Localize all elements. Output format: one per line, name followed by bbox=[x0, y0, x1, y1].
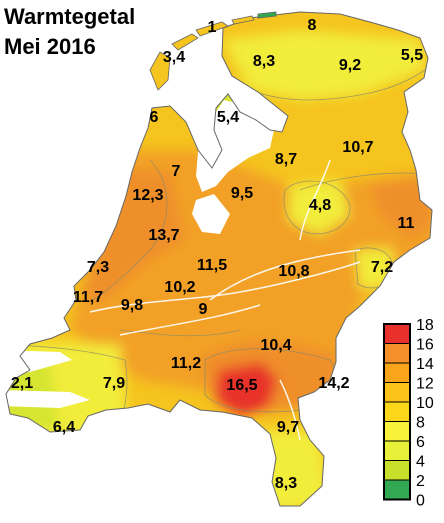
station-value-texel: 3,4 bbox=[163, 49, 185, 66]
legend-swatch bbox=[383, 323, 411, 344]
color-legend: 18 16 14 12 10 8 6 4 2 0 bbox=[383, 317, 434, 510]
station-value-friesland: 8,3 bbox=[253, 53, 275, 70]
station-value-eindhoven: 16,5 bbox=[226, 377, 257, 394]
map-title: Warmtegetal bbox=[4, 4, 136, 29]
station-value-groningen-north: 8 bbox=[308, 17, 317, 34]
legend-swatch bbox=[383, 343, 411, 364]
coastline bbox=[5, 11, 433, 507]
station-value-deelen: 10,8 bbox=[278, 263, 309, 280]
cool-zone-limburg bbox=[262, 430, 330, 506]
legend-swatch bbox=[383, 460, 411, 481]
legend-swatch bbox=[383, 382, 411, 403]
station-value-herwijnen: 9 bbox=[199, 301, 208, 318]
legend-swatch bbox=[383, 362, 411, 383]
station-value-hupsel: 7,2 bbox=[371, 259, 393, 276]
station-value-nieuw-beerta: 5,5 bbox=[401, 47, 423, 64]
station-value-groningen: 9,2 bbox=[339, 57, 361, 74]
station-value-heino: 4,8 bbox=[309, 197, 331, 214]
station-value-volkel: 10,4 bbox=[260, 337, 291, 354]
station-value-den-haag: 7,3 bbox=[87, 259, 109, 276]
cool-zone-north bbox=[222, 30, 425, 100]
station-value-westdorpe: 6,4 bbox=[53, 419, 75, 436]
legend-tick-label: 2 bbox=[416, 473, 425, 490]
markermeer bbox=[192, 194, 230, 234]
legend-tick-label: 14 bbox=[416, 356, 434, 373]
legend-tick-label: 4 bbox=[416, 454, 425, 471]
wadden-islands bbox=[149, 11, 277, 91]
warmer-zone-west bbox=[82, 170, 185, 300]
legend-tick-label: 8 bbox=[416, 415, 425, 432]
station-value-hoogeveen: 10,7 bbox=[342, 139, 373, 156]
ijsselmeer bbox=[196, 100, 274, 192]
station-value-ell: 9,7 bbox=[277, 419, 299, 436]
station-value-wieringerwerf: 5,4 bbox=[217, 109, 239, 126]
island-vlieland bbox=[171, 33, 199, 51]
legend-tick-label: 12 bbox=[416, 376, 434, 393]
legend-swatch bbox=[383, 440, 411, 461]
island-ameland bbox=[231, 15, 255, 25]
station-value-vlissingen: 2,1 bbox=[11, 375, 33, 392]
water-bodies bbox=[0, 100, 274, 408]
station-labels: 1 8 3,4 8,3 9,2 5,5 6 5,4 7 8,7 10,7 12,3 9,5 4,8 11 13… bbox=[11, 17, 423, 492]
legend-swatch bbox=[383, 401, 411, 422]
station-value-rotterdam: 9,8 bbox=[121, 297, 143, 314]
station-value-gilze-rijen: 11,2 bbox=[171, 355, 201, 372]
station-value-maastricht: 8,3 bbox=[275, 475, 297, 492]
island-terschelling bbox=[195, 21, 229, 37]
station-value-hoorn: 7 bbox=[172, 163, 181, 180]
legend-tick-label: 16 bbox=[416, 337, 434, 354]
legend-tick-label: 0 bbox=[416, 493, 425, 510]
station-value-de-bilt: 11,5 bbox=[197, 257, 227, 274]
rivers bbox=[89, 159, 361, 441]
legend-frame bbox=[383, 323, 411, 501]
legend-swatch bbox=[383, 479, 411, 500]
station-value-amsterdam: 12,3 bbox=[132, 187, 163, 204]
map-subtitle-period: Mei 2016 bbox=[4, 34, 96, 59]
legend-tick-label: 10 bbox=[416, 395, 434, 412]
station-value-rotterdam-west: 11,7 bbox=[73, 289, 103, 306]
island-texel bbox=[149, 51, 171, 91]
station-value-flevoland: 9,5 bbox=[231, 185, 253, 202]
station-value-schiermonnikoog: 1 bbox=[208, 19, 217, 36]
legend-tick-label: 18 bbox=[416, 317, 434, 334]
zeeland-estuary-1 bbox=[0, 350, 72, 372]
legend-swatch bbox=[383, 421, 411, 442]
station-value-schiphol: 13,7 bbox=[148, 227, 179, 244]
station-value-twenthe: 11 bbox=[398, 215, 415, 232]
cool-zone-heino bbox=[288, 180, 350, 235]
station-value-woensdrecht: 7,9 bbox=[103, 375, 125, 392]
station-value-den-helder: 6 bbox=[150, 109, 159, 126]
zeeland-estuary-2 bbox=[0, 390, 90, 408]
hot-zone-eindhoven bbox=[215, 362, 278, 416]
legend-tick-label: 6 bbox=[416, 434, 425, 451]
station-value-arcen: 14,2 bbox=[318, 375, 349, 392]
island-schiermonnikoog bbox=[257, 11, 277, 19]
station-value-cabauw: 10,2 bbox=[164, 279, 195, 296]
station-value-lelystad: 8,7 bbox=[275, 151, 297, 168]
